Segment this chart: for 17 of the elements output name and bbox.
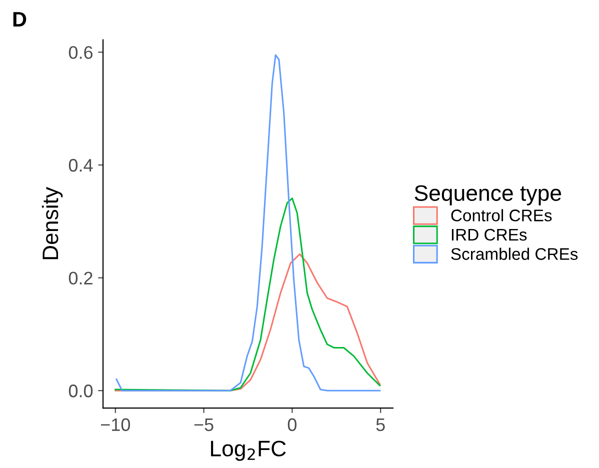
line-series	[114, 198, 381, 392]
x-tick-label: 5	[376, 418, 385, 432]
y-tick-label: 0.6	[68, 46, 93, 59]
x-tick-label: 0	[288, 418, 296, 432]
x-axis-title: Log$_{2}$FC	[211, 440, 286, 461]
y-axis-title: Density	[42, 186, 63, 260]
x-tick-label: −10	[100, 418, 130, 432]
y-tick-label: 0.4	[68, 158, 93, 172]
x-tick-label: −5	[194, 418, 214, 432]
text: D	[13, 12, 26, 26]
legend-label: Scrambled CREs	[451, 248, 578, 260]
y-tick-label: 0.2	[68, 272, 92, 285]
legend-title: Sequence type	[414, 185, 562, 206]
y-tick-label: 0.0	[68, 384, 93, 398]
legend-label: Control CREs	[451, 209, 552, 222]
line-series	[116, 54, 381, 392]
legend-label: IRD CREs	[452, 228, 527, 241]
